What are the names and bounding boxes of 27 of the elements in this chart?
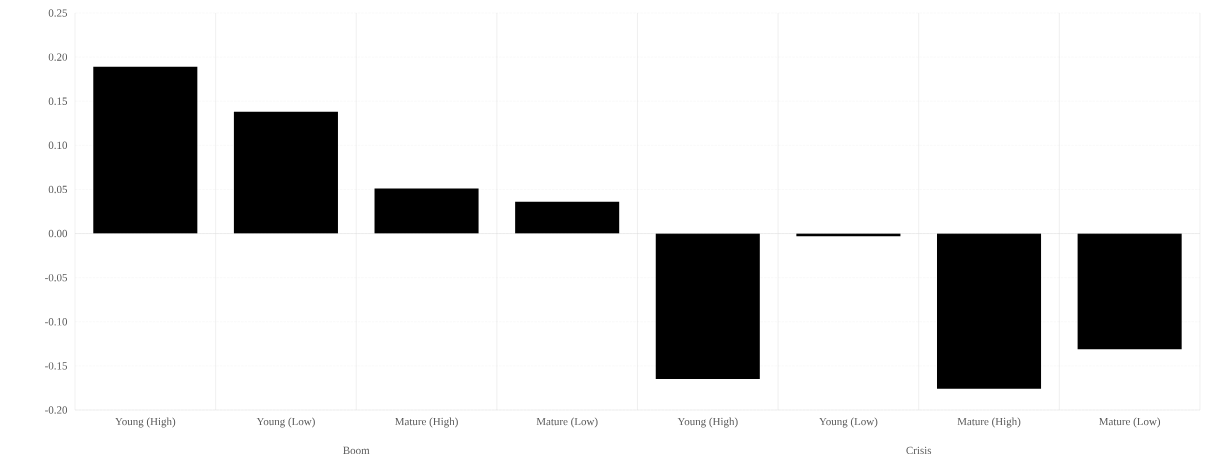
bar	[936, 233, 1042, 389]
y-tick-label: -0.20	[45, 406, 68, 414]
bar	[1077, 233, 1182, 350]
y-tick-label: 0.05	[48, 185, 68, 194]
bar	[655, 233, 760, 380]
y-tick-label: 0.00	[48, 229, 68, 238]
y-tick-label: 0.25	[48, 9, 68, 17]
x-tick-label: Young (Low)	[256, 417, 315, 428]
text: Boom	[343, 446, 370, 455]
x-tick-label: Mature (Low)	[536, 417, 598, 428]
x-tick-label: Mature (High)	[957, 417, 1021, 428]
y-tick-label: 0.15	[48, 97, 68, 105]
x-tick-label: Young (Low)	[819, 417, 878, 428]
text: Crisis	[906, 446, 932, 455]
y-tick-label: -0.10	[45, 318, 68, 326]
bar	[233, 111, 338, 234]
bar	[515, 201, 620, 234]
y-tick-label: -0.15	[45, 362, 68, 370]
y-tick-label: -0.05	[45, 273, 68, 282]
x-tick-label: Young (High)	[115, 417, 176, 428]
x-tick-label: Young (High)	[677, 417, 738, 428]
x-tick-label: Mature (High)	[395, 417, 458, 428]
y-tick-label: 0.10	[48, 141, 68, 150]
y-tick-label: 0.20	[48, 53, 68, 61]
bar	[93, 66, 198, 234]
x-tick-label: Mature (Low)	[1099, 417, 1161, 428]
bar	[374, 188, 479, 234]
